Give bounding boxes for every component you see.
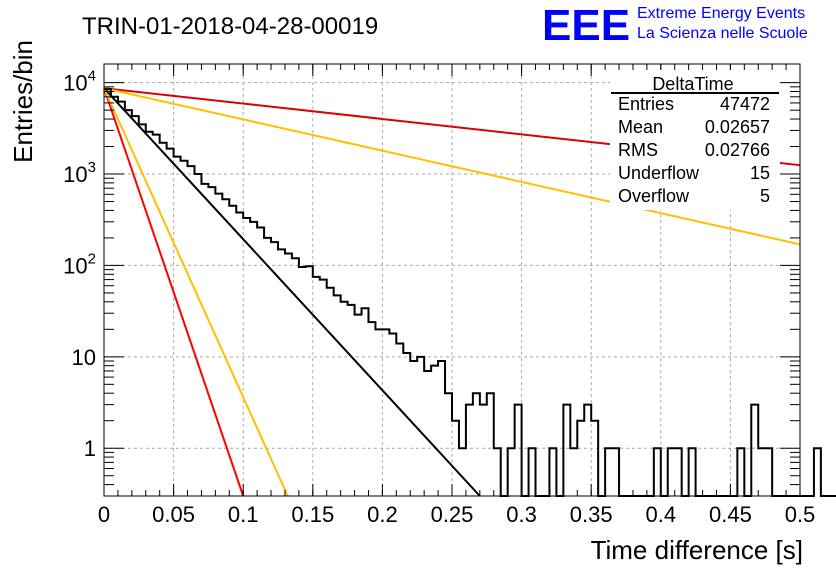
- x-tick-label: 0.1: [228, 502, 259, 527]
- logo-line-2: La Scienza nelle Scuole: [637, 25, 808, 42]
- stats-label: Underflow: [618, 163, 700, 183]
- x-tick-labels: 0 0.05 0.1 0.15 0.2 0.25 0.3 0.35 0.4 0.45 0.5: [98, 502, 815, 527]
- x-tick-label: 0.3: [506, 502, 537, 527]
- stats-label: RMS: [618, 140, 658, 160]
- y-tick-label: 104: [63, 68, 96, 96]
- logo-mark: EEE: [542, 1, 630, 50]
- y-tick-label: 1: [84, 436, 96, 461]
- fit-curve-3: [103, 87, 289, 497]
- x-tick-label: 0.5: [785, 502, 816, 527]
- x-tick-label: 0.35: [570, 502, 613, 527]
- y-tick-label: 102: [63, 250, 96, 278]
- stats-box: DeltaTime Entries 47472 Mean 0.02657 RMS 0.02…: [610, 70, 780, 210]
- eee-logo: EEE Extreme Energy Events La Scienza nel…: [542, 1, 808, 50]
- chart-title: TRIN-01-2018-04-28-00019: [82, 13, 378, 40]
- fit-curve-5: [103, 87, 801, 246]
- stats-value: 15: [750, 163, 770, 183]
- stats-value: 5: [760, 186, 770, 206]
- y-tick-labels: 1 10 102 103 104: [63, 68, 96, 462]
- fit-curve-2: [103, 87, 245, 497]
- logo-line-1: Extreme Energy Events: [637, 5, 805, 22]
- x-tick-label: 0.4: [646, 502, 677, 527]
- x-tick-label: 0.2: [367, 502, 398, 527]
- histogram: [104, 88, 836, 497]
- stats-label: Entries: [618, 94, 674, 114]
- stats-label: Mean: [618, 117, 663, 137]
- stats-value: 0.02657: [705, 117, 770, 137]
- x-tick-label: 0.25: [431, 502, 474, 527]
- stats-value: 0.02766: [705, 140, 770, 160]
- x-tick-label: 0.15: [291, 502, 334, 527]
- x-tick-label: 0: [98, 502, 110, 527]
- y-axis-label: Entries/bin: [8, 40, 38, 163]
- stats-value: 47472: [720, 94, 770, 114]
- fit-curve-1: [103, 87, 481, 497]
- stats-box-rows: Entries 47472 Mean 0.02657 RMS 0.02766Underfl…: [618, 94, 770, 206]
- stats-label: Overflow: [618, 186, 690, 206]
- x-axis-label: Time difference [s]: [591, 535, 803, 565]
- x-tick-label: 0.45: [709, 502, 752, 527]
- y-tick-label: 103: [63, 159, 96, 187]
- x-tick-label: 0.05: [152, 502, 195, 527]
- axis-ticks: [103, 64, 801, 497]
- y-tick-label: 10: [72, 345, 96, 370]
- stats-box-title: DeltaTime: [652, 74, 733, 94]
